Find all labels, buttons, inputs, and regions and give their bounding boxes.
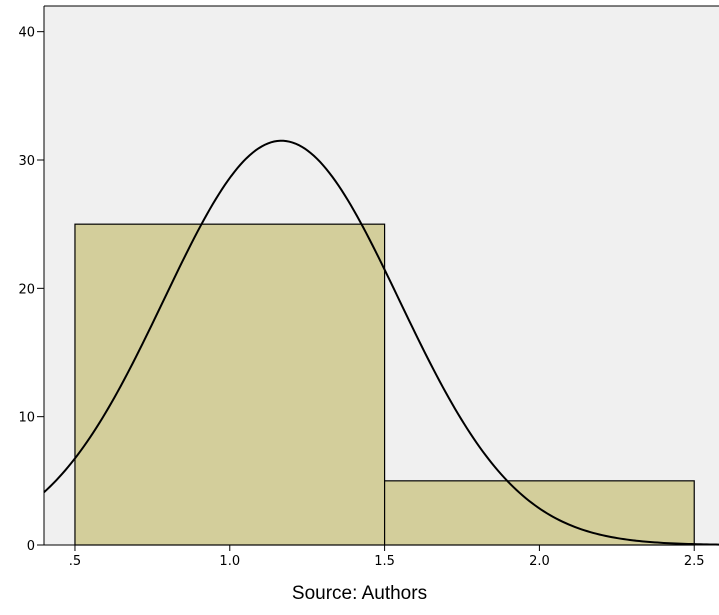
histogram-chart: 0 10 20 30 40 .5 1.0 1.5 2.0 2.5 — [18, 5, 719, 569]
histogram-bar-1 — [74, 223, 386, 546]
y-tick-label: 40 — [18, 26, 35, 41]
x-tick-label: 1.0 — [219, 554, 240, 569]
ticks-group: 0 10 20 30 40 .5 1.0 1.5 2.0 2.5 — [18, 26, 704, 569]
y-tick-label: 10 — [18, 411, 35, 426]
x-tick-label: .5 — [69, 554, 81, 569]
y-tick-label: 30 — [18, 154, 35, 169]
x-tick-label: 2.0 — [529, 554, 550, 569]
histogram-bar-2 — [383, 480, 695, 546]
axes-group — [43, 5, 719, 546]
y-tick-label: 0 — [27, 539, 35, 554]
normal-curve — [43, 139, 719, 546]
y-tick-label: 20 — [18, 282, 35, 297]
bars-group — [74, 223, 695, 546]
x-tick-label: 1.5 — [374, 554, 395, 569]
x-tick-label: 2.5 — [684, 554, 705, 569]
source-caption: Source: Authors — [291, 583, 428, 604]
